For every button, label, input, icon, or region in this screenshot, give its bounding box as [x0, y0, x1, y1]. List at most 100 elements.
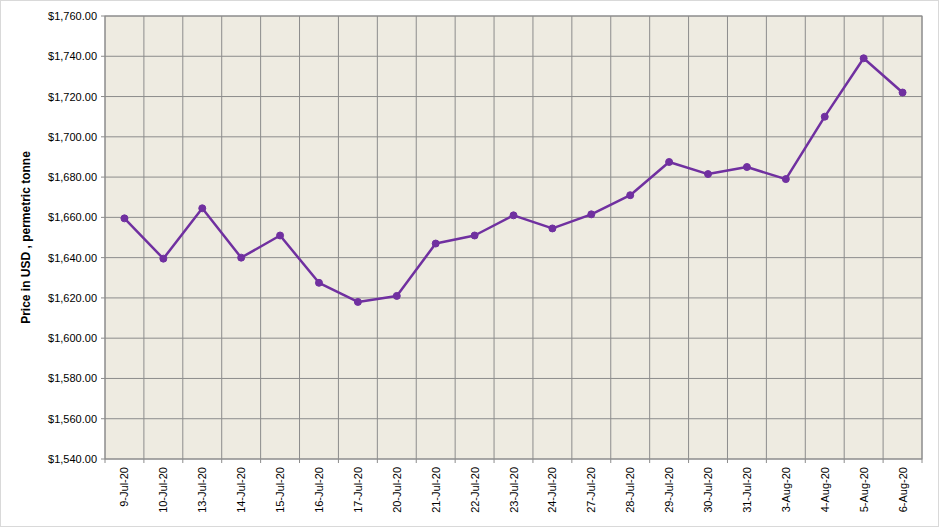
y-tick-label: $1,620.00	[48, 292, 97, 304]
y-tick	[101, 217, 105, 218]
y-tick	[101, 56, 105, 57]
y-tick-label: $1,740.00	[48, 50, 97, 62]
x-tick-label: 14-Jul-20	[235, 467, 247, 513]
series-marker	[588, 211, 595, 218]
y-tick	[101, 136, 105, 137]
series-marker	[160, 255, 167, 262]
x-tick-label: 27-Jul-20	[585, 467, 597, 513]
y-tick-label: $1,700.00	[48, 131, 97, 143]
series-marker	[705, 171, 712, 178]
x-tick-label: 16-Jul-20	[313, 467, 325, 513]
x-tick-label: 17-Jul-20	[352, 467, 364, 513]
series-marker	[510, 212, 517, 219]
category-separator	[727, 16, 728, 463]
category-separator	[221, 16, 222, 463]
y-tick	[101, 177, 105, 178]
series-marker	[860, 55, 867, 62]
x-tick-label: 28-Jul-20	[624, 467, 636, 513]
series-marker	[238, 254, 245, 261]
x-tick-label: 13-Jul-20	[196, 467, 208, 513]
series-marker	[471, 232, 478, 239]
y-tick-label: $1,640.00	[48, 252, 97, 264]
y-tick	[101, 257, 105, 258]
grid-line	[105, 56, 922, 57]
category-separator	[883, 16, 884, 463]
series-marker	[782, 176, 789, 183]
x-tick-label: 20-Jul-20	[391, 467, 403, 513]
y-tick-label: $1,580.00	[48, 372, 97, 384]
grid-line	[105, 418, 922, 419]
grid-line	[105, 297, 922, 298]
category-separator	[377, 16, 378, 463]
x-tick-label: 22-Jul-20	[469, 467, 481, 513]
x-tick-label: 29-Jul-20	[663, 467, 675, 513]
category-separator	[805, 16, 806, 463]
series-marker	[666, 158, 673, 165]
x-tick-label: 9-Jul-20	[118, 467, 130, 507]
x-tick-label: 10-Jul-20	[157, 467, 169, 513]
category-separator	[494, 16, 495, 463]
y-tick-label: $1,560.00	[48, 413, 97, 425]
y-tick	[101, 338, 105, 339]
x-tick-label: 4-Aug-20	[819, 467, 831, 512]
category-separator	[766, 16, 767, 463]
x-tick-label: 5-Aug-20	[858, 467, 870, 512]
y-tick	[101, 96, 105, 97]
y-tick-label: $1,600.00	[48, 332, 97, 344]
plot-area	[105, 16, 922, 459]
chart-container: $1,540.00 $1,560.00 $1,580.00 $1,600.00 $1,6…	[0, 0, 939, 527]
y-tick	[101, 459, 105, 460]
category-separator	[182, 16, 183, 463]
chart-frame	[1, 1, 939, 527]
grid-line	[105, 136, 922, 137]
y-tick-label: $1,720.00	[48, 91, 97, 103]
category-separator	[338, 16, 339, 463]
y-tick-label: $1,760.00	[48, 10, 97, 22]
series-marker	[627, 192, 634, 199]
series-group	[121, 55, 906, 306]
series-marker	[821, 113, 828, 120]
grid-line	[105, 338, 922, 339]
y-tick-label: $1,540.00	[48, 453, 97, 465]
category-separator	[571, 16, 572, 463]
category-separator	[299, 16, 300, 463]
grid-line	[105, 257, 922, 258]
series-line	[124, 58, 902, 302]
category-separator	[844, 16, 845, 463]
category-separator	[610, 16, 611, 463]
x-tick-label: 21-Jul-20	[430, 467, 442, 513]
x-tick-label: 3-Aug-20	[780, 467, 792, 512]
plot-frame	[105, 16, 922, 459]
y-tick-label: $1,660.00	[48, 211, 97, 223]
grid-line	[105, 378, 922, 379]
x-tick-label: 23-Jul-20	[508, 467, 520, 513]
x-tick-label: 24-Jul-20	[546, 467, 558, 513]
x-tick-label: 6-Aug-20	[897, 467, 909, 512]
y-tick	[101, 16, 105, 17]
series-marker	[315, 279, 322, 286]
x-tick-label: 15-Jul-20	[274, 467, 286, 513]
category-separator	[688, 16, 689, 463]
category-separator	[649, 16, 650, 463]
category-separator	[260, 16, 261, 463]
y-tick	[101, 378, 105, 379]
series-marker	[549, 225, 556, 232]
chart: $1,540.00 $1,560.00 $1,580.00 $1,600.00 $1,6…	[0, 0, 939, 527]
y-tick	[101, 297, 105, 298]
series-marker	[432, 240, 439, 247]
series-marker	[899, 89, 906, 96]
series-marker	[393, 292, 400, 299]
grid-line	[105, 177, 922, 178]
series-marker	[121, 215, 128, 222]
category-separator	[416, 16, 417, 463]
category-separator	[532, 16, 533, 463]
y-tick-label: $1,680.00	[48, 171, 97, 183]
series-marker	[354, 298, 361, 305]
x-tick-label: 30-Jul-20	[702, 467, 714, 513]
series-marker	[743, 164, 750, 171]
grid-line	[105, 96, 922, 97]
x-tick-label: 31-Jul-20	[741, 467, 753, 513]
y-axis-title: Price in USD , permetric tonne	[19, 151, 33, 324]
y-tick	[101, 418, 105, 419]
series-marker	[199, 205, 206, 212]
